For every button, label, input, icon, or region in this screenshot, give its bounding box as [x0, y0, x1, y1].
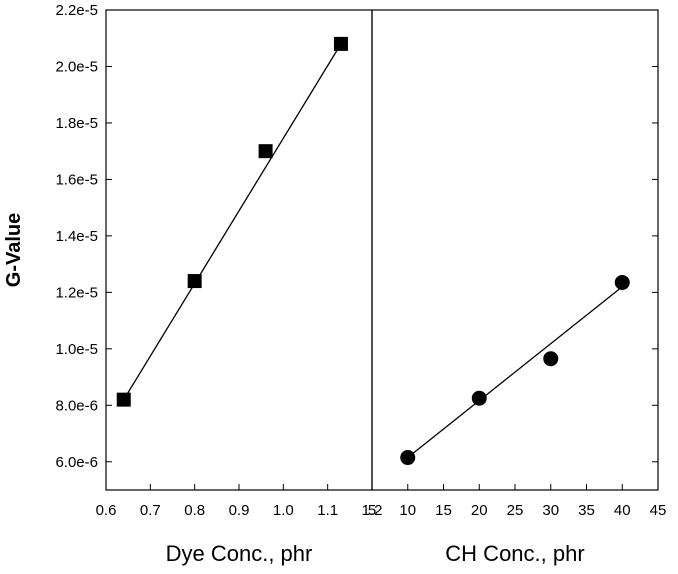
y-tick-label: 6.0e-6 [55, 454, 98, 471]
x-tick-label: 20 [471, 502, 488, 519]
x-tick-label: 45 [650, 502, 667, 519]
x-axis-title: CH Conc., phr [445, 541, 584, 566]
fit-line [123, 43, 342, 400]
data-point-square [187, 274, 202, 289]
y-tick-label: 1.6e-5 [55, 171, 98, 188]
x-tick-label: 1.0 [273, 502, 294, 519]
data-point-square [116, 392, 131, 407]
y-tick-label: 8.0e-6 [55, 397, 98, 414]
x-tick-label: 30 [542, 502, 559, 519]
y-tick-label: 1.4e-5 [55, 228, 98, 245]
data-point-circle [543, 351, 559, 367]
data-point-circle [400, 450, 416, 466]
data-point-circle [614, 274, 630, 290]
data-point-square [333, 36, 348, 51]
y-tick-label: 1.2e-5 [55, 284, 98, 301]
data-point-square [258, 144, 273, 159]
x-tick-label: 10 [399, 502, 416, 519]
x-tick-label: 0.8 [184, 502, 205, 519]
plot-frame [105, 9, 373, 491]
x-axis-title: Dye Conc., phr [166, 541, 313, 566]
y-tick-label: 1.0e-5 [55, 341, 98, 358]
plot-frame [371, 9, 659, 491]
x-tick-label: 15 [435, 502, 452, 519]
x-tick-label: 0.7 [140, 502, 161, 519]
panel-dye-concentration: 0.6 0.7 0.8 0.9 1.0 1.1 1.2 6.0e-6 8.0e-6 1.0e-5 1… [3, 2, 382, 566]
x-tick-label: 25 [507, 502, 524, 519]
x-tick-label: 35 [578, 502, 595, 519]
x-tick-label: 0.9 [229, 502, 250, 519]
x-tick-label: 0.6 [96, 502, 117, 519]
x-tick-label: 5 [368, 502, 376, 519]
y-axis-title: G-Value [3, 213, 25, 287]
y-tick-label: 2.0e-5 [55, 58, 98, 75]
y-tick-label: 2.2e-5 [55, 2, 98, 19]
panel-ch-concentration: 5 10 15 20 25 30 35 40 45 CH Conc., phr [368, 9, 667, 566]
x-tick-label: 1.1 [317, 502, 338, 519]
y-tick-label: 1.8e-5 [55, 115, 98, 132]
x-tick-label: 1.2 [362, 502, 383, 519]
fit-line [407, 286, 623, 459]
x-tick-label: 40 [614, 502, 631, 519]
data-point-circle [471, 390, 487, 406]
